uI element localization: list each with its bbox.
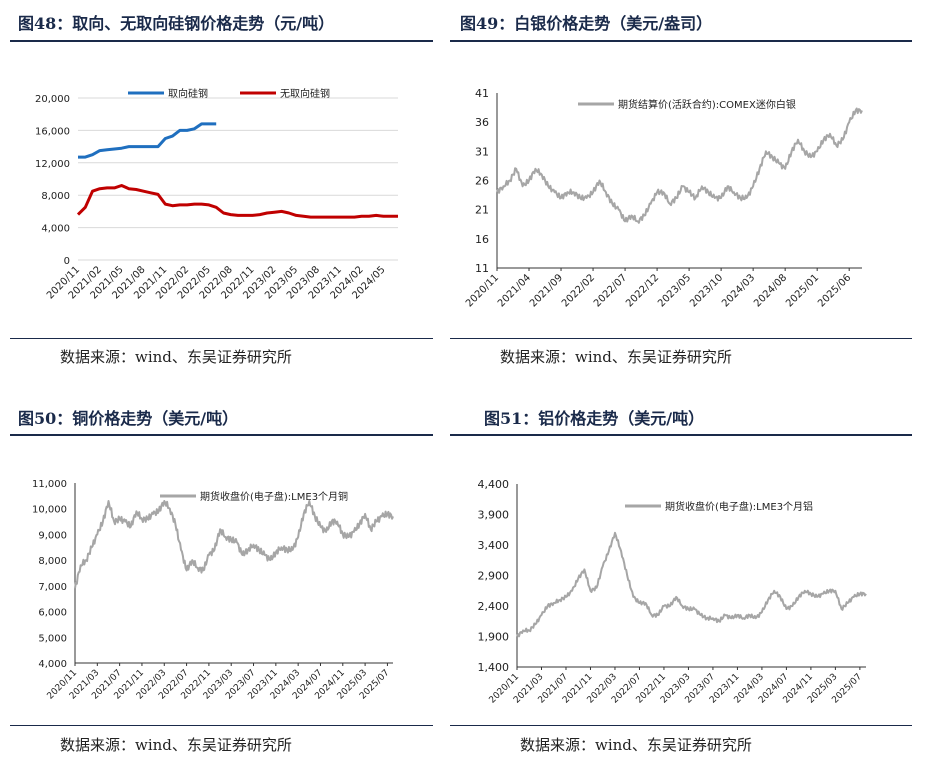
y-tick-label: 11: [475, 262, 489, 275]
title-rule: [450, 40, 912, 42]
chart-title: 图49：白银价格走势（美元/盎司）: [460, 14, 713, 33]
series-line: [76, 184, 398, 219]
y-tick-label: 31: [475, 145, 489, 158]
y-tick-label: 36: [475, 116, 489, 129]
series-line: [78, 122, 217, 159]
legend-label: 期货收盘价(电子盘):LME3个月铜: [200, 490, 348, 503]
y-tick-label: 2,900: [478, 570, 510, 583]
y-tick-label: 20,000: [35, 94, 70, 105]
source-note: 数据来源：wind、东吴证券研究所: [60, 736, 292, 754]
y-tick-label: 3,400: [478, 539, 510, 552]
source-note: 数据来源：wind、东吴证券研究所: [60, 348, 292, 366]
y-tick-label: 4,400: [478, 478, 510, 491]
chart-plot: 4,000 5,000 6,000 7,000 8,000 9,000 10,000 11,0…: [32, 479, 394, 702]
source-rule: [450, 338, 912, 339]
chart-plot: 111621263136412020/112021/042021/092022/…: [464, 87, 863, 309]
series-line: [496, 107, 863, 224]
legend-label: 期货收盘价(电子盘):LME3个月铝: [665, 500, 813, 513]
source-rule: [450, 725, 912, 726]
y-tick-label: 9,000: [38, 530, 67, 541]
source-rule: [10, 725, 433, 726]
y-tick-label: 4,000: [38, 659, 67, 670]
y-tick-label: 21: [475, 204, 489, 217]
chart-title: 图48：取向、无取向硅钢价格走势（元/吨）: [18, 14, 335, 33]
y-tick-label: 10,000: [32, 505, 67, 516]
y-tick-label: 3,900: [478, 509, 510, 522]
y-tick-label: 16: [475, 233, 489, 246]
y-tick-label: 26: [475, 175, 489, 188]
y-tick-label: 12,000: [35, 159, 70, 170]
series-line: [516, 531, 867, 638]
source-note: 数据来源：wind、东吴证券研究所: [520, 736, 752, 754]
y-tick-label: 8,000: [38, 556, 67, 567]
title-rule: [10, 434, 433, 436]
y-tick-label: 2,400: [478, 600, 510, 613]
legend-label: 期货结算价(活跃合约):COMEX迷你白银: [618, 98, 796, 111]
y-tick-label: 7,000: [38, 582, 67, 593]
source-note: 数据来源：wind、东吴证券研究所: [500, 348, 732, 366]
chart-title: 图50：铜价格走势（美元/吨）: [18, 409, 239, 428]
y-tick-label: 11,000: [32, 479, 67, 490]
series-line: [74, 500, 394, 589]
y-tick-label: 1,400: [478, 661, 510, 674]
chart-plot: 04,0008,00012,00016,00020,0002020/112021…: [35, 87, 398, 301]
y-tick-label: 41: [475, 87, 489, 100]
y-tick-label: 5,000: [38, 633, 67, 644]
y-tick-label: 4,000: [41, 224, 70, 235]
y-tick-label: 6,000: [38, 608, 67, 619]
source-rule: [10, 338, 433, 339]
title-rule: [10, 40, 433, 42]
y-tick-label: 8,000: [41, 191, 70, 202]
legend-label: 取向硅钢: [168, 87, 208, 100]
y-tick-label: 0: [64, 256, 70, 267]
title-rule: [450, 434, 912, 436]
legend-label: 无取向硅钢: [280, 87, 330, 100]
y-tick-label: 16,000: [35, 126, 70, 137]
chart-title: 图51：铝价格走势（美元/吨）: [484, 409, 705, 428]
y-tick-label: 1,900: [478, 631, 510, 644]
